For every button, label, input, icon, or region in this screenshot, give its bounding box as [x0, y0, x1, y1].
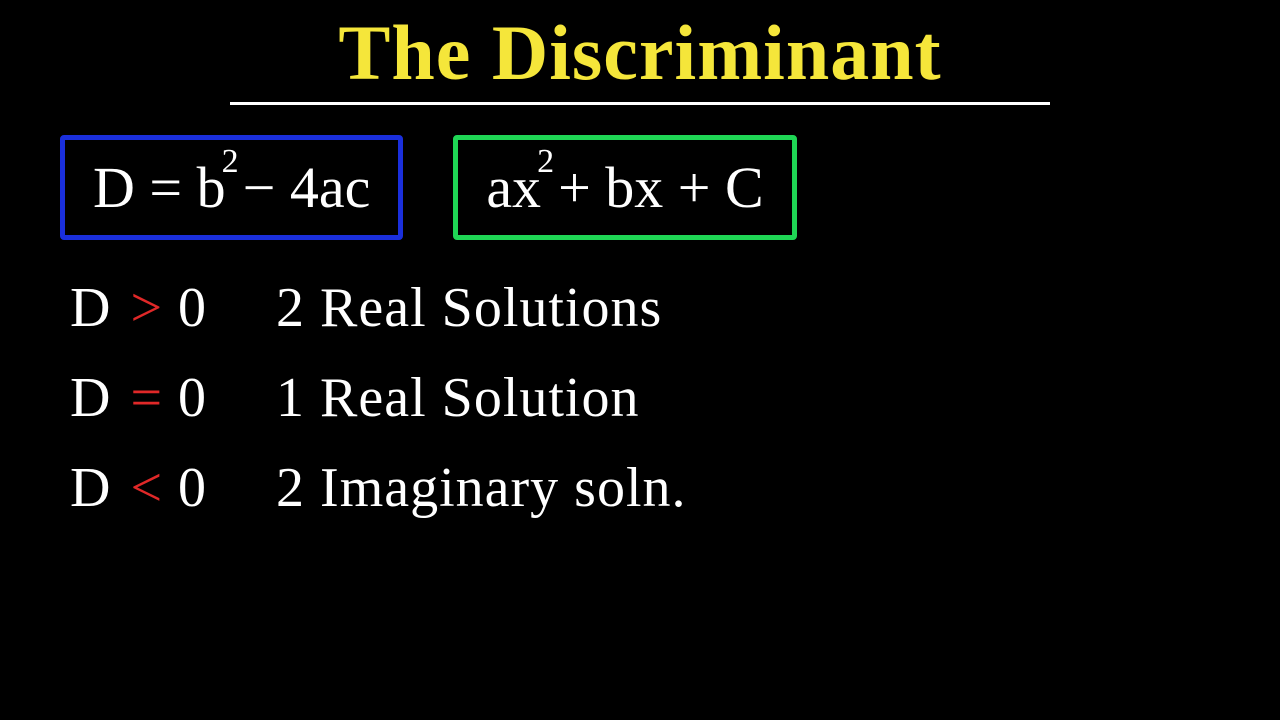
case-variable: D: [70, 456, 110, 520]
case-variable: D: [70, 366, 110, 430]
case-operator: =: [130, 366, 162, 430]
quadratic-p1: ax: [486, 154, 541, 221]
case-row: D = 0 1 Real Solution: [70, 366, 1280, 430]
case-row: D < 0 2 Imaginary soln.: [70, 456, 1280, 520]
discriminant-formula-box: D = b 2 − 4ac: [60, 135, 403, 240]
discriminant-rhs: − 4ac: [243, 154, 371, 221]
case-row: D > 0 2 Real Solutions: [70, 276, 1280, 340]
discriminant-exponent: 2: [222, 143, 239, 181]
case-result: 1 Real Solution: [276, 366, 639, 430]
page-title: The Discriminant: [0, 0, 1280, 98]
quadratic-exponent: 2: [537, 143, 554, 181]
case-result: 2 Imaginary soln.: [276, 456, 686, 520]
quadratic-formula-box: ax 2 + bx + C: [453, 135, 796, 240]
case-operator: <: [130, 456, 162, 520]
cases-list: D > 0 2 Real Solutions D = 0 1 Real Solu…: [70, 276, 1280, 520]
discriminant-lhs: D = b: [93, 154, 226, 221]
title-underline: [230, 102, 1050, 105]
case-result: 2 Real Solutions: [276, 276, 662, 340]
case-zero: 0: [178, 276, 206, 340]
case-zero: 0: [178, 366, 206, 430]
formulas-row: D = b 2 − 4ac ax 2 + bx + C: [60, 135, 1280, 240]
quadratic-p2: + bx + C: [558, 154, 764, 221]
case-variable: D: [70, 276, 110, 340]
case-zero: 0: [178, 456, 206, 520]
case-operator: >: [130, 276, 162, 340]
